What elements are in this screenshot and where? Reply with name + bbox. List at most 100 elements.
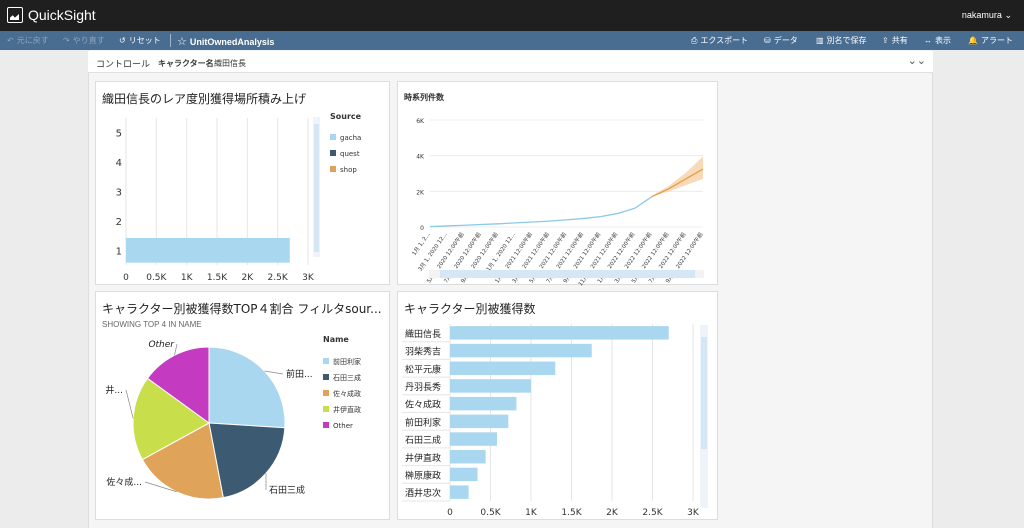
y-tick-label: 井伊直政	[405, 452, 441, 464]
y-tick-label: 佐々成政	[405, 399, 441, 411]
view-label: 表示	[935, 36, 951, 45]
slice-label: Other	[148, 340, 175, 350]
export-button[interactable]: ⎙ エクスポート	[691, 35, 748, 46]
character-filter-dropdown[interactable]: 織田信長	[214, 59, 246, 68]
legend-label: shop	[340, 166, 357, 174]
visual-title: キャラクター別被獲得数	[404, 302, 536, 316]
visual-title: 織田信長のレア度別獲得場所積み上げ	[102, 92, 307, 106]
collapse-icon[interactable]: ⌄⌄	[907, 55, 926, 67]
x-tick-label: 11月 1, 2020 12...	[483, 231, 517, 276]
legend-swatch	[323, 374, 329, 380]
leader-line	[174, 343, 178, 356]
share-label: 共有	[891, 36, 908, 45]
expand-icon: ↔	[924, 36, 932, 45]
reset-icon: ↺	[119, 36, 126, 45]
pie-slice	[208, 346, 286, 429]
pie-chart: 前田...石田三成佐々成...井...OtherName前田利家石田三成佐々成政…	[105, 335, 361, 500]
data-button[interactable]: ⛁ データ	[764, 35, 798, 46]
timeseries-visual[interactable]: 時系列件数 0 2K 4K 6K 1月 1, 2... 3月 1, 2020 12... 5…	[397, 81, 718, 286]
legend-label: 前田利家	[333, 357, 361, 366]
x-tick-label: 1K	[525, 508, 538, 518]
forecast-line	[651, 168, 704, 198]
x-tick-label: 2K	[242, 273, 255, 283]
redo-button[interactable]: ↷ やり直す	[63, 35, 105, 46]
toolbar-divider	[170, 34, 171, 47]
database-icon: ⛁	[764, 36, 771, 45]
redo-icon: ↷	[63, 36, 70, 45]
leader-line	[125, 389, 134, 419]
y-tick-label: 石田三成	[405, 434, 441, 446]
character-ranking-visual[interactable]: キャラクター別被獲得数 0 0.5K 1K 1.5K 2K 2.5K 3K 織田信長 羽柴秀吉松…	[397, 291, 718, 520]
top4-pie-visual[interactable]: キャラクター別被獲得数TOP４割合 フィルタsour... SHOWING TO…	[95, 291, 390, 520]
data-label: データ	[773, 36, 798, 45]
y-tick-label: 榊原康政	[405, 469, 441, 481]
y-tick-label: 6K	[416, 118, 425, 125]
x-tick-label: 2.5K	[268, 273, 289, 283]
scrollbar-thumb	[701, 337, 707, 449]
bar	[450, 379, 531, 393]
save-as-button[interactable]: ▥ 別名で保存	[816, 35, 867, 46]
reset-button[interactable]: ↺ リセット	[119, 35, 161, 46]
legend-swatch	[323, 390, 329, 396]
bell-icon: 🔔	[968, 36, 978, 45]
share-button[interactable]: ⇪ 共有	[882, 35, 908, 46]
x-tick-label: 1K	[181, 273, 194, 283]
view-button[interactable]: ↔ 表示	[924, 35, 951, 46]
undo-button[interactable]: ↶ 元に戻す	[7, 35, 49, 46]
y-tick-label: 4K	[416, 154, 425, 161]
x-tick-label: 2.5K	[642, 508, 663, 518]
bar	[450, 396, 517, 411]
legend-swatch	[330, 134, 336, 140]
redo-label: やり直す	[72, 36, 105, 45]
analysis-name: UnitOwnedAnalysis	[189, 36, 275, 47]
legend-swatch	[323, 406, 329, 412]
user-name: nakamura	[961, 10, 1002, 20]
undo-label: 元に戻す	[16, 36, 49, 45]
visual-title: 時系列件数	[404, 93, 444, 102]
legend-swatch	[323, 422, 329, 428]
analysis-title[interactable]: ☆ UnitOwnedAnalysis	[177, 35, 274, 48]
slice-label: 井...	[105, 384, 123, 396]
slice-label: 石田三成	[269, 484, 305, 496]
quicksight-logo-icon	[7, 7, 23, 23]
scrollbar-thumb	[314, 124, 319, 252]
y-tick-label: 5	[116, 129, 122, 140]
printer-icon: ⎙	[691, 35, 698, 45]
y-tick-label: 3	[116, 188, 122, 199]
rarity-stacked-bar-visual[interactable]: 織田信長のレア度別獲得場所積み上げ 0 0.5K 1K 1.5K 2K 2.5K 3K 1 2 3…	[95, 81, 390, 285]
visual-subtitle: SHOWING TOP 4 IN NAME	[102, 320, 202, 329]
chevron-down-icon: ⌄	[1004, 10, 1012, 20]
user-menu[interactable]: nakamura ⌄	[962, 10, 1012, 21]
alert-button[interactable]: 🔔 アラート	[968, 35, 1013, 46]
y-tick-label: 羽柴秀吉	[405, 346, 441, 358]
bar	[450, 343, 592, 358]
app-logo[interactable]: QuickSight	[7, 7, 96, 23]
legend-title: Name	[323, 335, 349, 344]
x-tick-label: 3K	[687, 508, 700, 518]
y-tick-label: 織田信長	[405, 328, 441, 340]
legend-title: Source	[330, 112, 362, 121]
y-tick-label: 前田利家	[405, 416, 441, 428]
undo-icon: ↶	[7, 36, 14, 45]
toolbar: ↶ 元に戻す ↷ やり直す ↺ リセット ☆ UnitOwnedAnalysis ⎙ エク…	[0, 31, 1024, 50]
bar	[450, 467, 478, 482]
export-label: エクスポート	[700, 36, 749, 45]
y-tick-label: 酒井忠次	[405, 487, 441, 499]
y-tick-label: 0	[420, 225, 424, 232]
reset-label: リセット	[128, 36, 161, 45]
star-icon[interactable]: ☆	[177, 36, 187, 48]
bar-gacha	[126, 237, 290, 263]
y-tick-label: 1	[116, 246, 122, 257]
bar	[450, 485, 469, 499]
visual-title: キャラクター別被獲得数TOP４割合 フィルタsour...	[102, 302, 382, 316]
forecast-band	[651, 156, 703, 197]
control-title: コントロール	[96, 59, 151, 69]
bar	[450, 326, 669, 340]
y-tick-label: 丹羽長秀	[405, 381, 441, 393]
slice-label: 前田...	[286, 368, 313, 380]
control-bar: コントロール キャラクター名 織田信長 ⌄⌄	[88, 51, 933, 73]
alert-label: アラート	[980, 36, 1013, 45]
bar	[450, 361, 556, 375]
legend-label: Other	[333, 422, 353, 430]
legend-label: gacha	[340, 134, 361, 142]
